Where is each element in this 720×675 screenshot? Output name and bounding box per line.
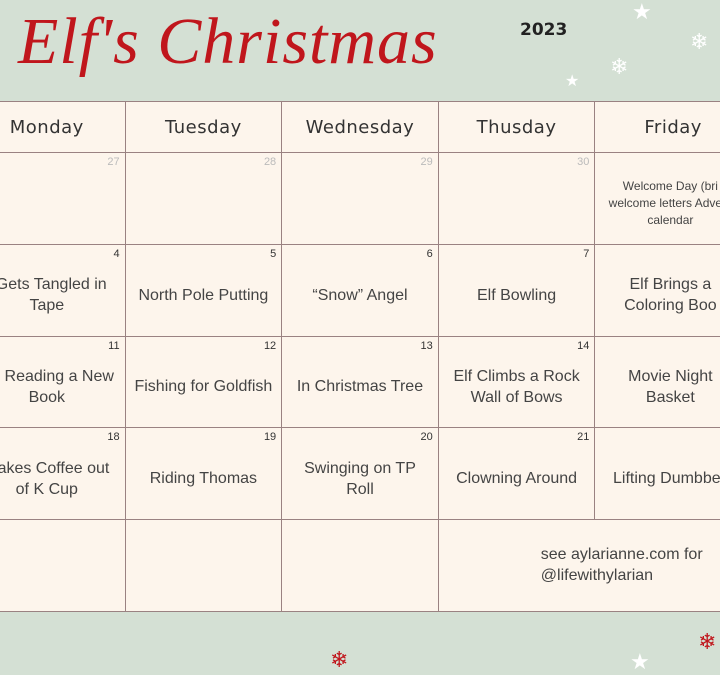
day-number: 5 (270, 247, 277, 260)
calendar-day-cell[interactable]: Welcome Day (bri welcome letters Advent … (595, 153, 720, 245)
day-number: 4 (113, 247, 120, 260)
star-icon: ★ (630, 649, 650, 674)
activity-text: Elf Climbs a Rock Wall of Bows (453, 367, 580, 406)
day-number: 18 (107, 431, 120, 444)
day-number: 21 (577, 431, 590, 444)
calendar-day-cell[interactable]: 4 f Gets Tangled in Tape (0, 244, 126, 337)
activity-text: “Snow” Angel (312, 286, 408, 304)
calendar-year: 2023 (520, 20, 568, 40)
day-number: 12 (263, 339, 277, 352)
activity-text: Riding Thomas (149, 470, 258, 488)
calendar-day-cell[interactable]: 7 Elf Bowling (438, 244, 596, 337)
calendar-day-cell[interactable]: 21 Clowning Around (438, 428, 596, 521)
calendar-day-cell[interactable]: 19 Riding Thomas (125, 428, 283, 521)
day-header: Wednesday (282, 102, 439, 153)
calendar-title: Elf's Christmas (18, 5, 438, 78)
calendar-day-cell[interactable]: Elf Brings a Coloring Boo (595, 244, 720, 337)
calendar-day-cell[interactable]: 12 Fishing for Goldfish (125, 336, 283, 429)
activity-text: Elf Brings a Coloring Boo (624, 276, 717, 315)
day-header: Thusday (438, 102, 596, 153)
calendar-day-cell[interactable]: Movie Night Basket (595, 336, 720, 429)
calendar-day-cell[interactable]: Lifting Dumbbell (595, 428, 720, 521)
day-number: 28 (263, 156, 277, 168)
calendar-day-cell[interactable]: 20 Swinging on TP Roll (282, 428, 439, 521)
day-number: 6 (426, 247, 433, 260)
day-header: Tuesday (125, 102, 283, 153)
activity-text: Fishing for Goldfish (134, 378, 273, 396)
calendar-day-cell[interactable]: 6 “Snow” Angel (282, 244, 439, 337)
snowflake-icon: ❄ (330, 647, 349, 672)
snowflake-icon: ❄ (698, 629, 717, 654)
day-number: 11 (108, 339, 120, 352)
calendar-day-cell[interactable]: 28 (125, 153, 283, 245)
day-number: 20 (420, 431, 433, 444)
activity-text: Elf Bowling (477, 286, 557, 304)
activity-text: Makes Coffee out of K Cup (0, 459, 110, 498)
day-header: Friday (595, 102, 720, 153)
day-header: Monday (0, 102, 126, 153)
calendar-day-cell[interactable] (0, 520, 126, 612)
activity-text: Clowning Around (456, 470, 578, 488)
star-icon: ★ (565, 73, 580, 90)
calendar-day-cell[interactable]: see aylarianne.com for @lifewithylarian (438, 520, 720, 612)
day-number: 30 (577, 156, 590, 168)
activity-text: f is Reading a New Book (0, 367, 114, 406)
calendar-day-cell[interactable]: 27 (0, 153, 126, 245)
day-number: 27 (107, 156, 120, 168)
activity-text: f Gets Tangled in Tape (0, 276, 107, 315)
calendar-day-cell[interactable]: 13 In Christmas Tree (282, 336, 439, 429)
calendar-day-cell[interactable] (125, 520, 283, 612)
calendar-day-cell[interactable]: 14 Elf Climbs a Rock Wall of Bows (438, 336, 596, 429)
footer-credit: @lifewithylarian (540, 567, 654, 585)
day-number: 29 (420, 156, 433, 168)
calendar-grid: Monday Tuesday Wednesday Thusday Friday 27 28 2… (0, 101, 720, 612)
day-number: 7 (583, 247, 590, 260)
snowflake-icon: ❄ (690, 29, 709, 54)
activity-text: Swinging on TP Roll (304, 459, 416, 498)
star-icon: ★ (632, 0, 652, 24)
activity-text: Movie Night Basket (628, 367, 713, 406)
day-number: 13 (420, 339, 433, 352)
calendar-day-cell[interactable]: 30 (438, 153, 596, 245)
day-number: 19 (263, 431, 277, 444)
activity-text: Lifting Dumbbell (613, 470, 720, 488)
calendar-day-cell[interactable] (282, 520, 439, 612)
footer-credit: see aylarianne.com for (540, 546, 703, 564)
calendar-day-cell[interactable]: 29 (282, 153, 439, 245)
activity-text: Welcome Day (bri welcome letters Advent … (608, 178, 720, 227)
calendar-day-cell[interactable]: 18 Makes Coffee out of K Cup (0, 428, 126, 521)
activity-text: North Pole Putting (138, 286, 269, 304)
calendar-day-cell[interactable]: 5 North Pole Putting (125, 244, 283, 337)
calendar-day-cell[interactable]: 11 f is Reading a New Book (0, 336, 126, 429)
activity-text: In Christmas Tree (296, 378, 424, 396)
day-number: 14 (577, 339, 590, 352)
snowflake-icon: ❄ (610, 54, 629, 79)
